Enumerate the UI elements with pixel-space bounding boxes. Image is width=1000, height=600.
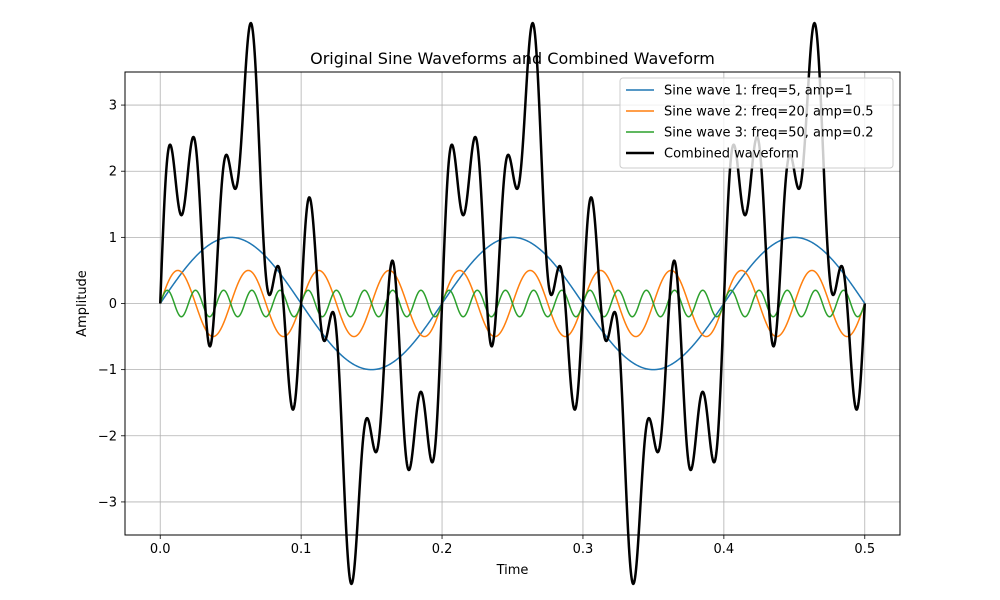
legend: Sine wave 1: freq=5, amp=1 Sine wave 2: f… [619, 77, 894, 169]
y-tick-label: 1 [109, 231, 117, 246]
x-tick-label: 0.0 [150, 542, 171, 557]
x-tick-label: 0.1 [291, 542, 312, 557]
y-tick-label: −3 [98, 495, 117, 510]
x-tick-label: 0.5 [854, 542, 875, 557]
x-axis-label: Time [496, 563, 529, 578]
y-tick-label: 0 [109, 297, 117, 312]
legend-box [619, 77, 894, 169]
series-line-4 [158, 21, 867, 586]
series-layer [158, 21, 867, 586]
x-tick-label: 0.2 [432, 542, 453, 557]
legend-label: Sine wave 1: freq=5, amp=1 [664, 84, 853, 99]
ticks: 0.0 0.1 0.2 0.3 0.4 0.5 −3 −2 −1 0 1 2 3 [98, 99, 875, 557]
y-tick-label: 3 [109, 99, 117, 114]
legend-label: Sine wave 3: freq=50, amp=0.2 [664, 126, 873, 141]
legend-label: Sine wave 2: freq=20, amp=0.5 [664, 105, 873, 120]
x-tick-label: 0.3 [573, 542, 594, 557]
y-axis-label: Amplitude [75, 270, 90, 337]
chart-title: Original Sine Waveforms and Combined Wav… [310, 49, 715, 68]
legend-label: Combined waveform [664, 147, 799, 162]
y-tick-label: −2 [98, 429, 117, 444]
x-tick-label: 0.4 [714, 542, 735, 557]
y-tick-label: 2 [109, 165, 117, 180]
series-line-3 [159, 289, 866, 318]
series-line-1 [159, 236, 866, 371]
y-tick-label: −1 [98, 363, 117, 378]
